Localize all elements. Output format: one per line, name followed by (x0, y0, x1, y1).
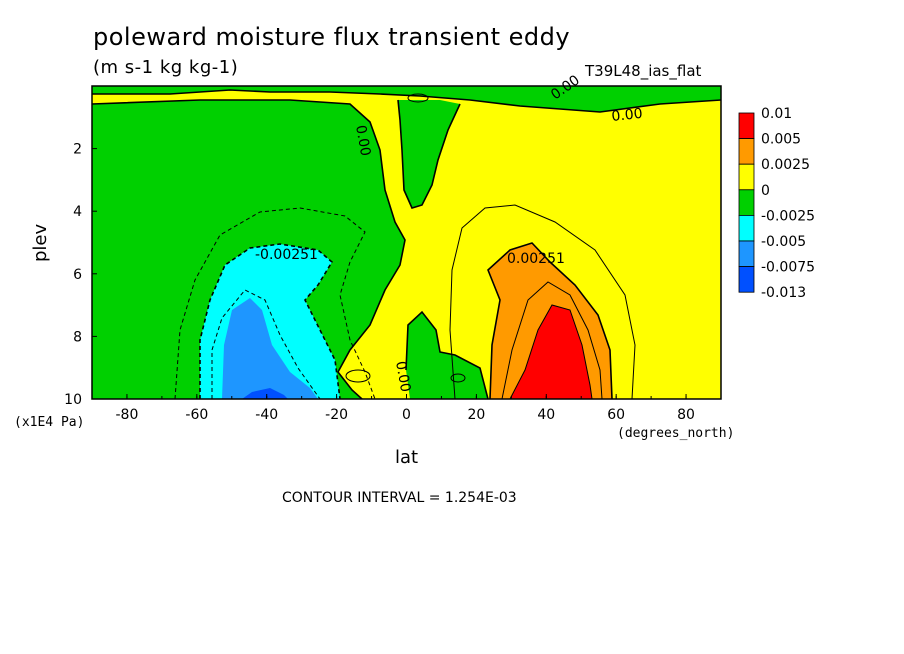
colorbar-label: -0.013 (761, 285, 806, 301)
contour-pos-outer (449, 204, 636, 399)
x-axis-label: lat (395, 447, 419, 468)
contour-small-loop-left (345, 369, 371, 383)
colorbar-label: -0.0075 (761, 260, 815, 276)
fill-negative-darkblue (242, 388, 288, 399)
contour-neg-inner-dashed (211, 289, 321, 399)
colorbar-label: 0.01 (761, 106, 792, 122)
fill-negative-tongue-bottom (406, 312, 488, 399)
x-axis-unit: (degrees_north) (617, 426, 735, 441)
x-tick-label: 0 (402, 407, 411, 423)
colorbar-swatch (738, 240, 755, 268)
contour-pos-red (509, 304, 593, 399)
contour-zero-tongue-bottom (405, 310, 489, 399)
contour-neg-cyan-dashed (199, 243, 341, 399)
fill-upper-negative-band (92, 86, 721, 112)
y-tick-label: 6 (73, 267, 82, 283)
contour-label: 0.00251 (507, 251, 565, 267)
fill-negative-tongue-top (398, 100, 460, 208)
contour-interval-note: CONTOUR INTERVAL = 1.254E-03 (282, 490, 517, 506)
contour-zero-top (92, 89, 721, 113)
y-tick-label: 4 (73, 204, 82, 220)
x-axis: -80 -60 -40 -20 0 20 40 60 80 (91, 394, 722, 423)
contour-label: -0.00251 (255, 247, 318, 263)
x-tick-label: -40 (255, 407, 278, 423)
y-tick-label: 10 (64, 392, 82, 408)
x-tick-label: -20 (325, 407, 348, 423)
contour-zero-tongue-top (397, 99, 461, 209)
colorbar-swatch (738, 138, 755, 165)
contour-label: 0.00 (392, 360, 413, 393)
colorbar-swatch (738, 214, 755, 242)
colorbar-label: -0.0025 (761, 208, 815, 224)
y-axis-label: plev (30, 223, 51, 262)
contour-pos-inner (501, 281, 603, 399)
x-tick-label: -80 (116, 407, 139, 423)
y-axis: 2 4 6 8 10 (64, 142, 97, 408)
chart-title: poleward moisture flux transient eddy (93, 23, 571, 51)
x-tick-label: 20 (467, 407, 485, 423)
y-tick-label: 8 (73, 329, 82, 345)
contour-label: 0.00 (352, 124, 373, 157)
colorbar-swatch (738, 266, 755, 293)
colorbar-label: -0.005 (761, 234, 806, 250)
colorbar-label: 0.0025 (761, 157, 810, 173)
chart-units: (m s-1 kg kg-1) (93, 57, 239, 78)
x-tick-label: -60 (185, 407, 208, 423)
colorbar-swatch (738, 163, 755, 191)
plot-fill (92, 86, 721, 399)
y-tick-label: 2 (73, 142, 82, 158)
contour-pos-orange (487, 242, 613, 399)
x-tick-label: 40 (537, 407, 555, 423)
contour-small-loop-right (450, 373, 466, 383)
contour-zero-upper (92, 99, 406, 399)
contour-lines (92, 89, 721, 399)
colorbar: 0.01 0.005 0.0025 0 -0.0025 -0.005 -0.0075 -0.0… (738, 106, 815, 301)
colorbar-label: 0.005 (761, 132, 801, 148)
x-tick-label: 60 (607, 407, 625, 423)
colorbar-label: 0 (761, 183, 770, 199)
contour-label: 0.00 (611, 106, 644, 125)
x-tick-label: 80 (677, 407, 695, 423)
contour-small-loop-top (407, 93, 429, 103)
colorbar-swatch (738, 189, 755, 216)
fill-negative-blue (222, 298, 318, 399)
y-axis-unit: (x1E4 Pa) (14, 415, 85, 430)
contour-neg-outer-dashed (174, 207, 376, 399)
chart-subtitle: T39L48_ias_flat (585, 62, 702, 80)
fill-positive-red (510, 305, 592, 399)
colorbar-swatch (738, 112, 755, 140)
